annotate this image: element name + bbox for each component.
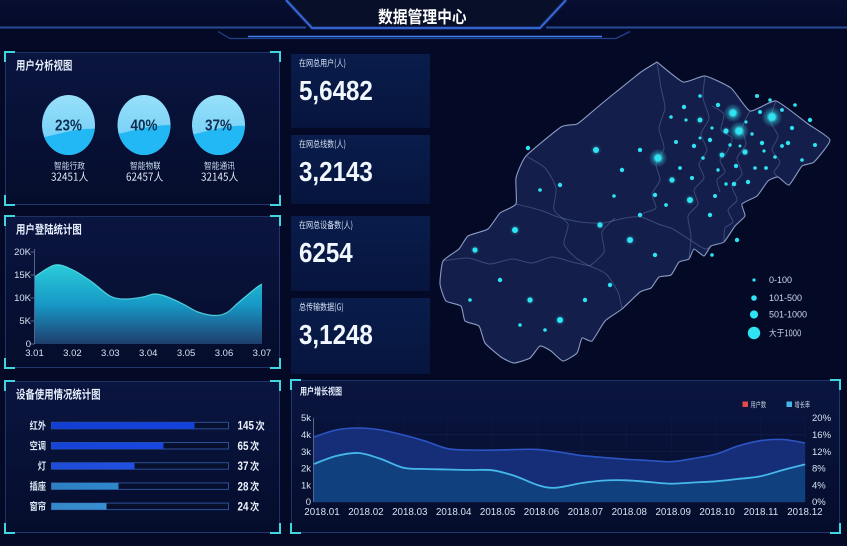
- svg-text:2018.12: 2018.12: [787, 507, 822, 518]
- svg-text:3.04: 3.04: [139, 348, 158, 359]
- svg-text:10K: 10K: [14, 293, 32, 304]
- svg-text:3.03: 3.03: [101, 348, 120, 359]
- svg-text:16%: 16%: [812, 430, 832, 441]
- svg-text:0%: 0%: [812, 497, 826, 508]
- svg-text:20K: 20K: [14, 247, 32, 258]
- svg-text:2018.09: 2018.09: [655, 507, 690, 518]
- svg-text:4%: 4%: [812, 480, 826, 491]
- svg-text:28: 28: [238, 480, 249, 493]
- svg-text:2018.08: 2018.08: [612, 507, 648, 518]
- svg-text:8%: 8%: [812, 464, 826, 475]
- svg-text:37%: 37%: [205, 118, 232, 135]
- svg-text:12%: 12%: [812, 447, 832, 458]
- svg-text:1k: 1k: [301, 480, 311, 491]
- svg-text:2k: 2k: [301, 464, 311, 475]
- svg-text:3.05: 3.05: [177, 348, 196, 359]
- svg-text:2018.03: 2018.03: [392, 507, 428, 518]
- svg-text:3.01: 3.01: [25, 348, 44, 359]
- svg-text:5K: 5K: [19, 316, 31, 327]
- svg-text:2018.10: 2018.10: [699, 507, 735, 518]
- svg-text:2018.01: 2018.01: [304, 507, 339, 518]
- svg-text:3.06: 3.06: [215, 348, 234, 359]
- svg-text:145: 145: [238, 420, 254, 433]
- svg-text:2018.05: 2018.05: [480, 507, 516, 518]
- svg-text:2018.04: 2018.04: [436, 507, 472, 518]
- svg-text:0: 0: [26, 339, 31, 350]
- svg-text:2018.11: 2018.11: [744, 507, 779, 518]
- svg-text:3.07: 3.07: [253, 348, 272, 359]
- svg-text:5k: 5k: [301, 413, 311, 424]
- svg-text:4k: 4k: [301, 430, 311, 441]
- svg-text:2018.07: 2018.07: [568, 507, 603, 518]
- svg-text:0: 0: [306, 497, 311, 508]
- svg-text:65: 65: [238, 440, 249, 453]
- svg-text:0-100: 0-100: [769, 275, 792, 285]
- svg-text:40%: 40%: [131, 118, 158, 135]
- svg-text:101-500: 101-500: [769, 293, 802, 303]
- svg-text:3.02: 3.02: [63, 348, 82, 359]
- svg-text:23%: 23%: [55, 118, 82, 135]
- svg-text:20%: 20%: [812, 413, 832, 424]
- svg-text:3k: 3k: [301, 447, 311, 458]
- svg-text:2018.06: 2018.06: [524, 507, 560, 518]
- svg-text:501-1000: 501-1000: [769, 310, 807, 320]
- svg-text:24: 24: [238, 501, 250, 514]
- svg-text:2018.02: 2018.02: [348, 507, 383, 518]
- svg-text:15K: 15K: [14, 270, 32, 281]
- svg-text:37: 37: [238, 460, 249, 473]
